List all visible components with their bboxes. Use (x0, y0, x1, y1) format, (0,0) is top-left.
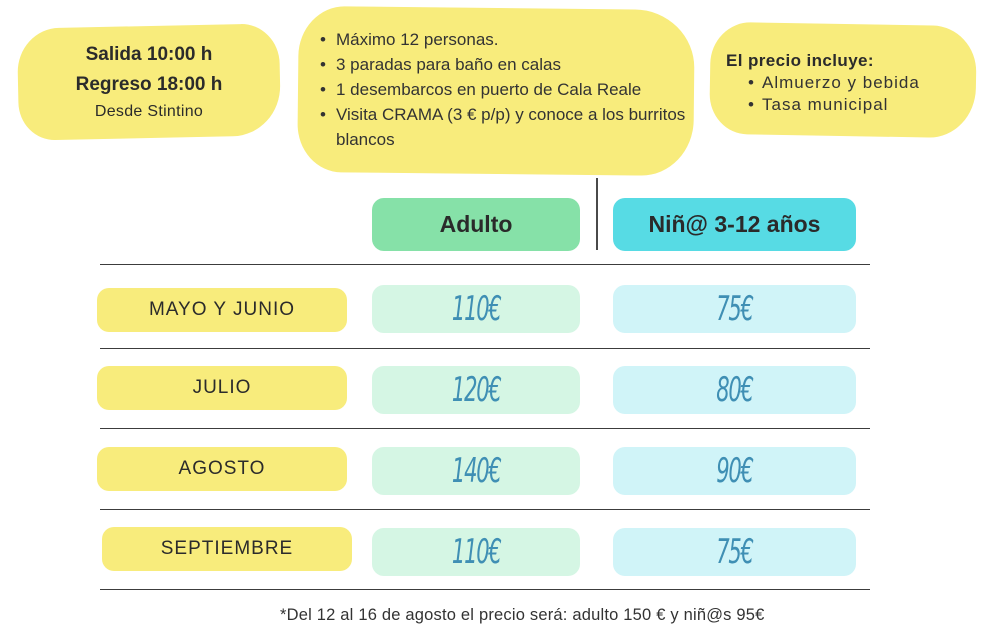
row-divider (100, 509, 870, 510)
adult-price: 140€ (372, 447, 580, 495)
departure-place: Desde Stintino (94, 103, 204, 120)
child-price-value: 75€ (716, 532, 754, 572)
adult-price-value: 110€ (451, 532, 502, 572)
detail-item: 3 paradas para baño en calas (318, 52, 698, 77)
child-price: 80€ (613, 366, 856, 414)
tour-details-list: Máximo 12 personas. 3 paradas para baño … (318, 27, 698, 152)
row-divider (100, 348, 870, 349)
includes-list: Almuerzo y bebida Tasa municipal (726, 72, 976, 116)
adult-price-value: 140€ (451, 451, 502, 491)
month-label: JULIO (97, 366, 347, 410)
adult-price-value: 110€ (451, 289, 502, 329)
child-price: 75€ (613, 528, 856, 576)
price-includes: El precio incluye: Almuerzo y bebida Tas… (726, 50, 976, 116)
adult-price: 110€ (372, 528, 580, 576)
month-label: MAYO Y JUNIO (97, 288, 347, 332)
footnote: *Del 12 al 16 de agosto el precio será: … (280, 606, 765, 624)
adult-price: 120€ (372, 366, 580, 414)
child-price-value: 90€ (716, 451, 754, 491)
row-divider (100, 589, 870, 590)
return-time: Regreso 18:00 h (75, 74, 223, 95)
includes-item: Tasa municipal (726, 94, 976, 116)
includes-item: Almuerzo y bebida (726, 72, 976, 94)
adult-price-value: 120€ (451, 370, 502, 410)
departure-time: Salida 10:00 h (85, 44, 213, 65)
child-price: 75€ (613, 285, 856, 333)
month-label: AGOSTO (97, 447, 347, 491)
tour-details: Máximo 12 personas. 3 paradas para baño … (318, 27, 698, 152)
header-divider (596, 178, 598, 250)
adult-column-header: Adulto (372, 198, 580, 251)
child-price-value: 80€ (716, 370, 754, 410)
detail-item: 1 desembarcos en puerto de Cala Reale (318, 77, 698, 102)
includes-heading: El precio incluye: (726, 51, 874, 70)
child-price: 90€ (613, 447, 856, 495)
adult-price: 110€ (372, 285, 580, 333)
row-divider (100, 264, 870, 265)
detail-item: Visita CRAMA (3 € p/p) y conoce a los bu… (318, 102, 698, 152)
row-divider (100, 428, 870, 429)
schedule-info: Salida 10:00 h Regreso 18:00 h Desde Sti… (18, 40, 280, 124)
child-price-value: 75€ (716, 289, 754, 329)
month-label: SEPTIEMBRE (102, 527, 352, 571)
child-column-header: Niñ@ 3-12 años (613, 198, 856, 251)
detail-item: Máximo 12 personas. (318, 27, 698, 52)
